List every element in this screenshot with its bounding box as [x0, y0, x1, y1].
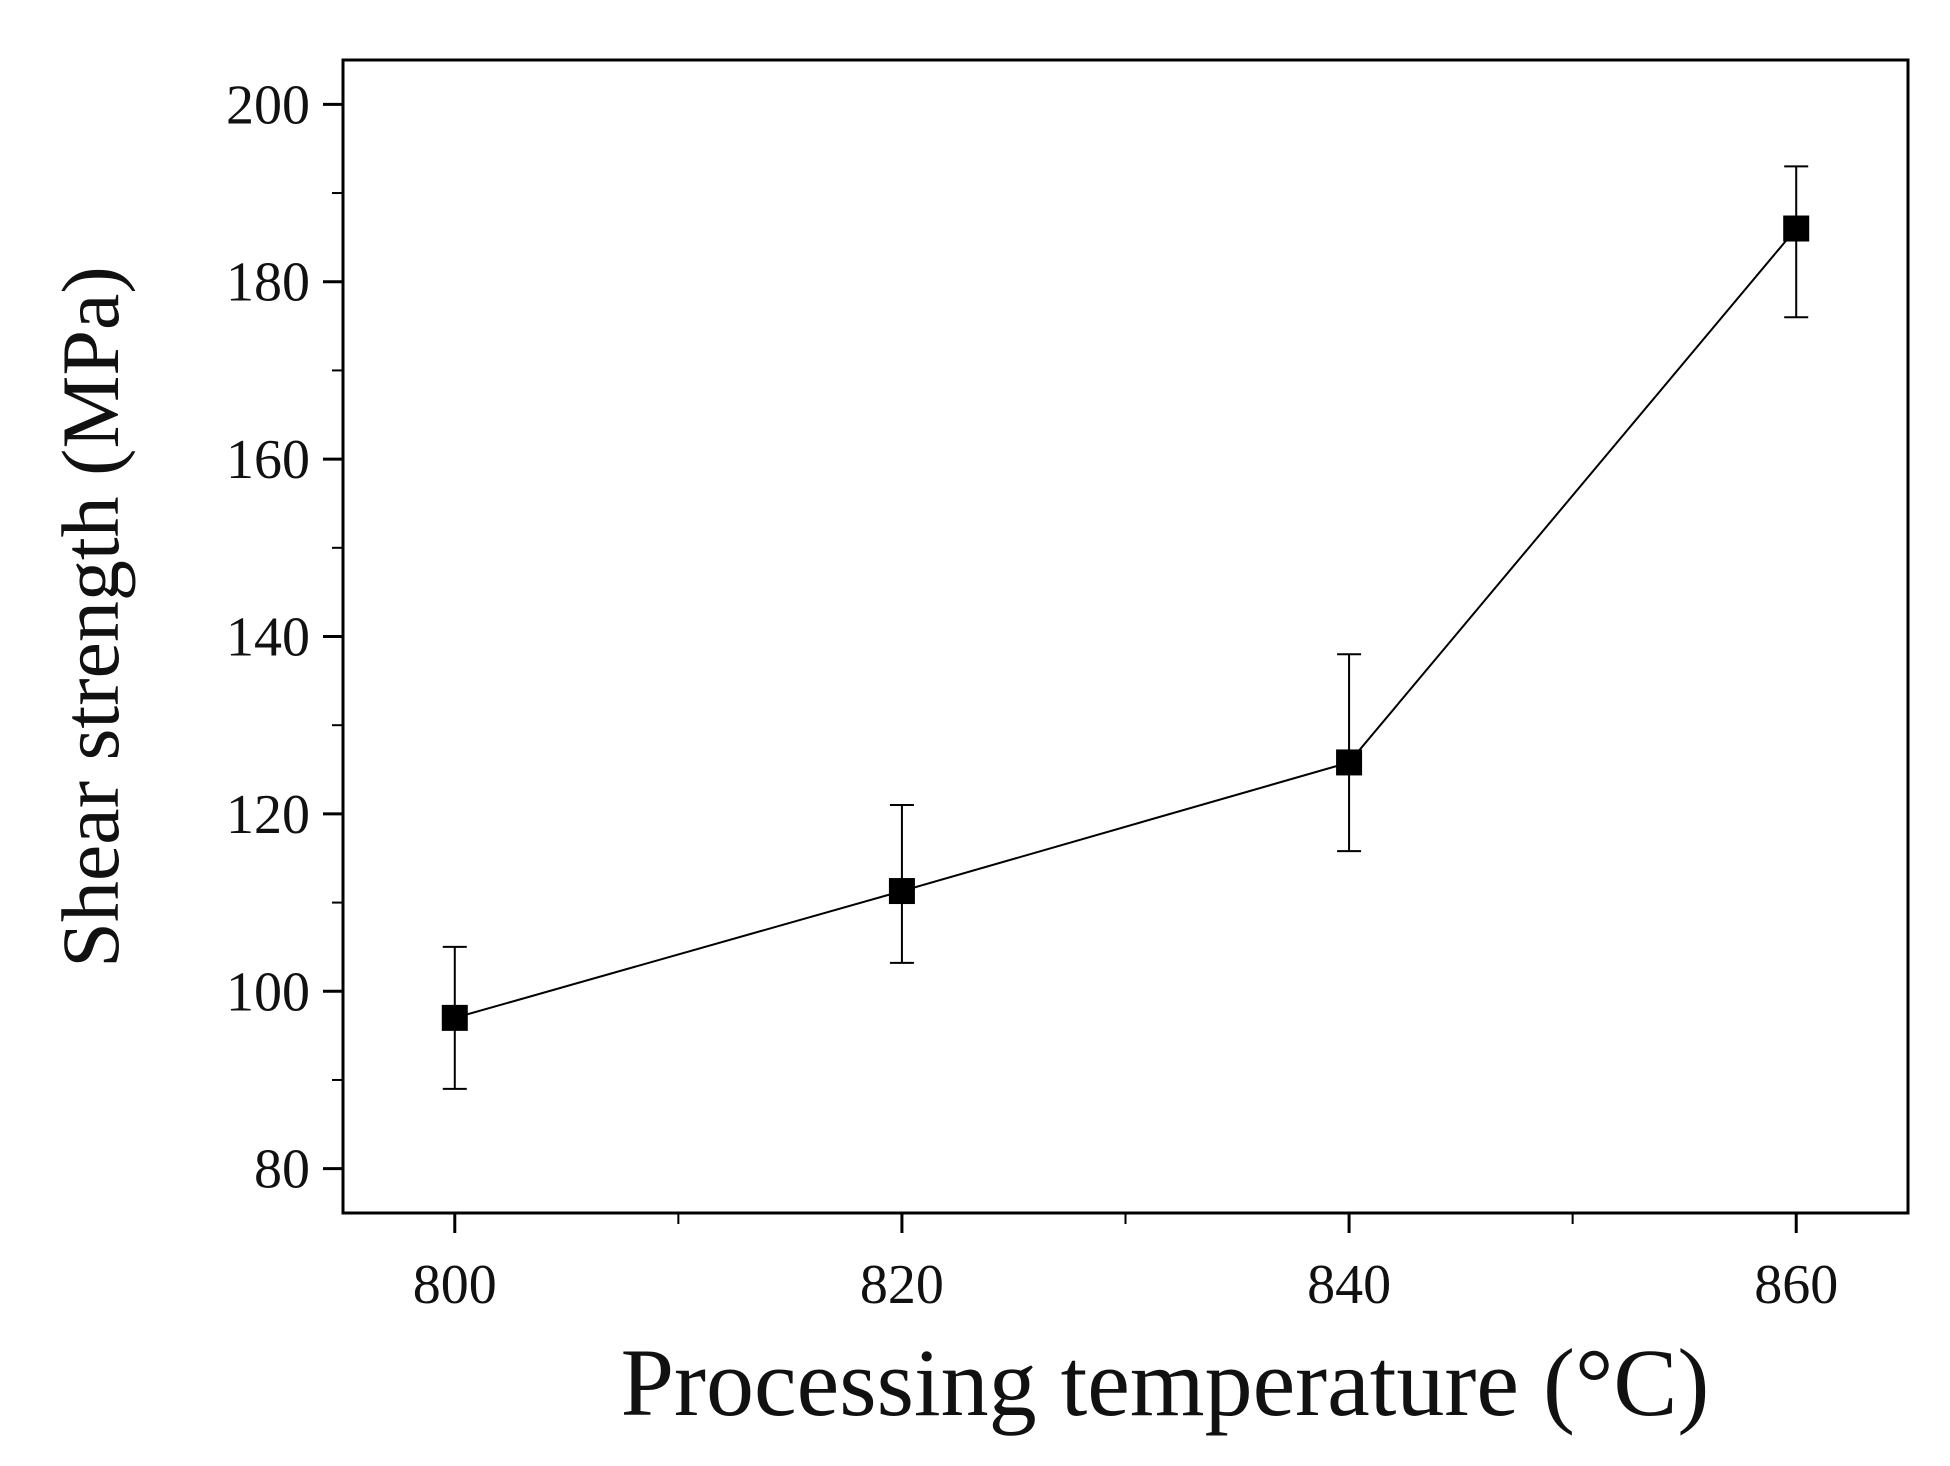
x-axis-title: Processing temperature (°C): [621, 1329, 1710, 1436]
series-line: [454, 227, 1797, 1019]
y-tick-label: 160: [226, 429, 310, 491]
error-bars: [442, 165, 1809, 1090]
y-tick-label: 80: [254, 1139, 310, 1201]
y-tick-label: 180: [226, 252, 310, 314]
x-tick-label: 860: [1754, 1254, 1838, 1316]
minor-ticks: [332, 192, 1574, 1224]
x-tick-label: 800: [413, 1254, 497, 1316]
data-point: [888, 878, 915, 905]
data-point: [441, 1004, 468, 1031]
y-tick-label: 200: [226, 74, 310, 136]
x-tick-label: 820: [860, 1254, 944, 1316]
y-tick-label: 140: [226, 607, 310, 669]
plot-frame: [341, 58, 1910, 1215]
data-point: [1783, 215, 1810, 242]
y-tick-label: 100: [226, 961, 310, 1023]
x-tick-label: 840: [1307, 1254, 1391, 1316]
tick-labels: 800 820 840 860 80 100 120 140 160 180 200: [226, 74, 1838, 1316]
y-axis-title: Shear strength (MPa): [45, 266, 136, 967]
y-tick-label: 120: [226, 784, 310, 846]
major-ticks: [323, 102, 1798, 1233]
data-point: [1336, 749, 1363, 776]
markers: [441, 215, 1810, 1031]
